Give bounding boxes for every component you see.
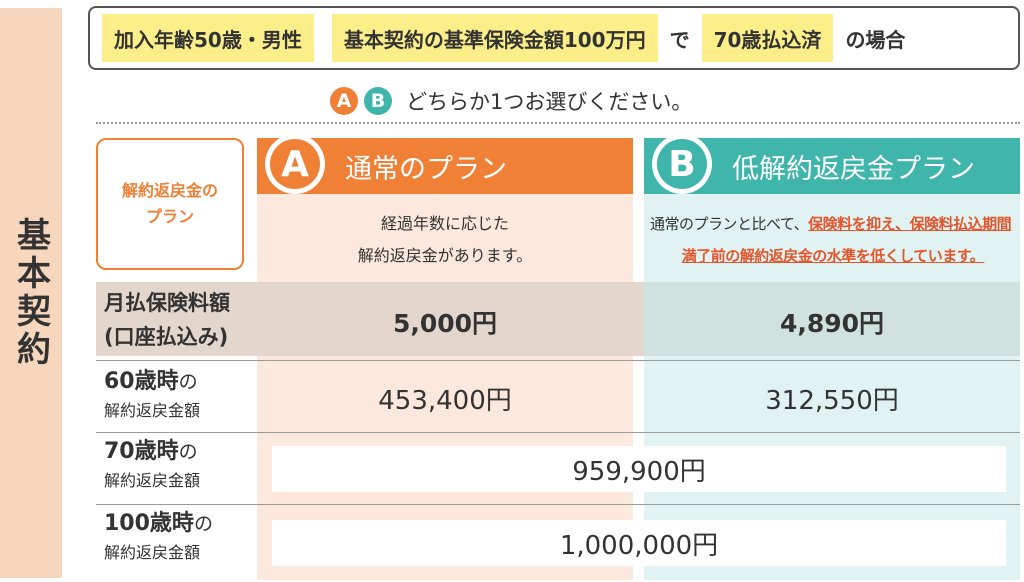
premium-row-b [644, 282, 1020, 356]
plan-b-column [644, 194, 1020, 580]
plan-a-title: 通常のプラン [345, 153, 507, 185]
row-divider [96, 504, 1020, 505]
row-divider [96, 432, 1020, 433]
badge-b-icon: B [364, 87, 392, 115]
age60-value-b: 312,550円 [765, 386, 899, 416]
refund-plan-label-line1: 解約返戻金の [121, 181, 218, 200]
side-label: 基本契約 [0, 8, 62, 578]
plan-a-description: 経過年数に応じた 解約返戻金があります。 [257, 208, 633, 272]
choose-instruction: A B どちらか1つお選びください。 [330, 86, 692, 116]
plan-b-description: 通常のプランと比べて、保険料を抑え、保険料払込期間 満了前の解約返戻金の水準を低… [650, 208, 1016, 272]
condition-suffix: の場合 [845, 27, 906, 52]
age100-value: 1,000,000円 [272, 520, 1006, 566]
age70-label: 70歳時の 解約返戻金額 [104, 439, 201, 490]
plan-a-letter-icon: A [265, 134, 325, 194]
plan-b-desc-emph2: 満了前の解約返戻金の水準を低くしています。 [681, 247, 985, 265]
age70-value: 959,900円 [272, 446, 1006, 492]
condition-age-gender: 加入年齢50歳・男性 [102, 14, 314, 62]
plan-a-header: A 通常のプラン [257, 134, 633, 194]
row-divider [96, 360, 1020, 361]
age60-value-a: 453,400円 [378, 386, 512, 416]
plan-b-header: B 低解約返戻金プラン [644, 134, 1020, 194]
refund-plan-label: 解約返戻金の プラン [96, 138, 244, 270]
condition-basic-amount: 基本契約の基準保険金額100万円 [331, 14, 658, 62]
plan-b-letter-icon: B [652, 134, 712, 194]
plan-b-title: 低解約返戻金プラン [732, 153, 975, 185]
plan-a-desc-line1: 経過年数に応じた [380, 214, 509, 233]
condition-payment: 70歳払込済 [701, 14, 834, 62]
badge-a-icon: A [330, 87, 358, 115]
age60-label: 60歳時の 解約返戻金額 [104, 369, 201, 420]
premium-value-a: 5,000円 [392, 309, 498, 338]
refund-plan-label-line2: プラン [145, 207, 194, 226]
age100-label: 100歳時の 解約返戻金額 [104, 511, 213, 562]
plan-a-column [257, 194, 633, 580]
side-label-text: 基本契約 [10, 217, 51, 369]
plan-b-desc-emph1: 保険料を抑え、保険料払込期間 [808, 215, 1012, 233]
condition-connector: で [669, 27, 690, 52]
plan-a-desc-line2: 解約返戻金があります。 [357, 246, 533, 265]
plan-b-desc-prefix: 通常のプランと比べて、 [650, 215, 809, 233]
dotted-divider [96, 122, 1020, 124]
premium-value-b: 4,890円 [779, 309, 885, 338]
choose-text: どちらか1つお選びください。 [406, 90, 693, 114]
conditions-box: 加入年齢50歳・男性 基本契約の基準保険金額100万円 で 70歳払込済 の場合 [88, 6, 1020, 70]
premium-label: 月払保険料額 (口座払込み) [104, 291, 230, 349]
